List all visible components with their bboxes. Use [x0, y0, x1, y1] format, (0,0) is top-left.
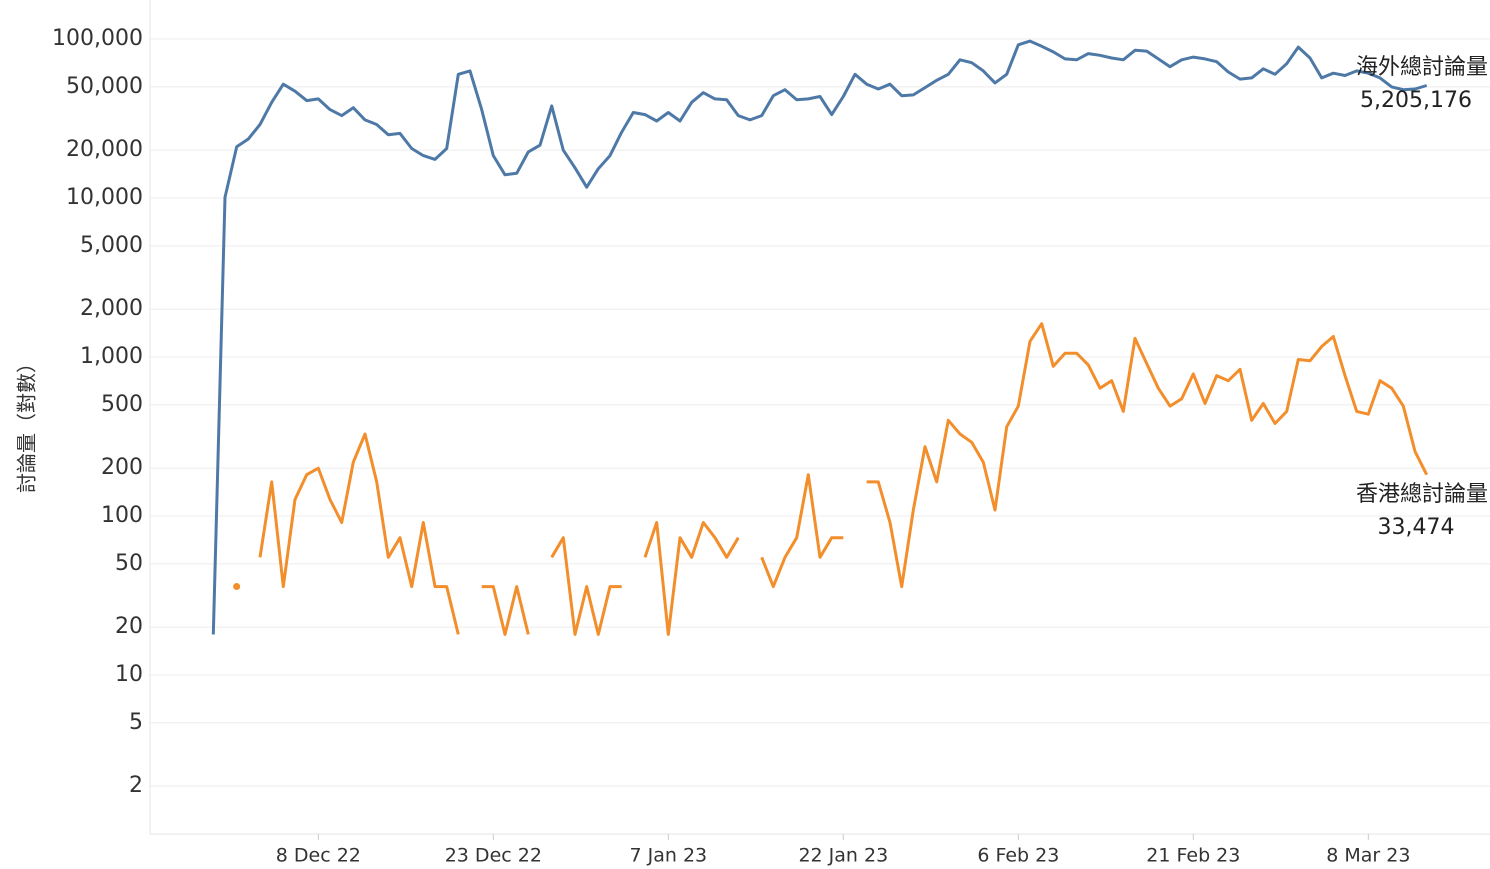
- y-tick-label: 500: [101, 392, 143, 417]
- series-line: [481, 585, 530, 636]
- y-tick-label: 5: [129, 710, 143, 735]
- y-tick-label: 200: [101, 455, 143, 480]
- y-tick-label: 50,000: [66, 74, 143, 99]
- y-tick-label: 20: [115, 614, 143, 639]
- series-line: [643, 521, 740, 636]
- x-tick-label: 8 Mar 23: [1326, 845, 1410, 867]
- series-line: [211, 39, 1428, 635]
- annotation: 海外總討論量: [1356, 55, 1488, 80]
- data-point: [233, 583, 241, 591]
- series-line: [258, 432, 460, 635]
- y-tick-label: 20,000: [66, 137, 143, 162]
- series-line: [866, 322, 1429, 589]
- y-tick-label: 100,000: [52, 26, 143, 51]
- x-tick-label: 7 Jan 23: [630, 845, 708, 867]
- y-axis-label: 討論量（對數）: [15, 353, 39, 493]
- y-tick-label: 50: [115, 551, 143, 576]
- y-tick-label: 10,000: [66, 185, 143, 210]
- x-tick-label: 22 Jan 23: [798, 845, 888, 867]
- y-tick-label: 2: [129, 773, 143, 798]
- x-tick-label: 8 Dec 22: [276, 845, 361, 867]
- plot: 8 Dec 22 23 Dec 22 7 Jan 23 22 Jan 23 6 Feb …: [211, 39, 1429, 867]
- y-tick-label: 10: [115, 662, 143, 687]
- y-tick-label: 1,000: [80, 344, 143, 369]
- y-tick-label: 100: [101, 503, 143, 528]
- annotation: 香港總討論量: [1356, 482, 1488, 507]
- annotation: 33,474: [1378, 515, 1455, 540]
- y-tick-label: 5,000: [80, 233, 143, 258]
- x-tick-label: 21 Feb 23: [1146, 845, 1240, 867]
- x-tick-label: 23 Dec 22: [445, 845, 542, 867]
- series-line: [550, 536, 622, 636]
- series-line: [760, 473, 844, 589]
- y-tick-label: 2,000: [80, 296, 143, 321]
- annotation: 5,205,176: [1360, 88, 1472, 113]
- x-tick-label: 6 Feb 23: [977, 845, 1059, 867]
